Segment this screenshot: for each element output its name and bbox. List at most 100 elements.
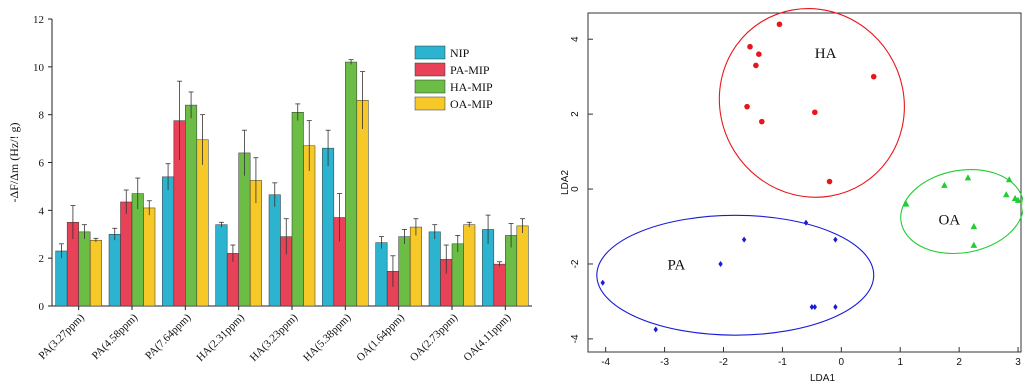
legend-swatch xyxy=(414,45,446,60)
legend-swatch xyxy=(414,96,446,111)
point-ha xyxy=(758,118,765,125)
bar-y-tick-label: 10 xyxy=(33,62,45,74)
bar xyxy=(120,201,133,307)
legend-entry: PA-MIP xyxy=(450,63,490,77)
point-ha xyxy=(870,73,877,80)
lda-y-axis-label: LDA2 xyxy=(560,170,571,195)
point-pa xyxy=(653,326,658,333)
point-oa xyxy=(941,181,948,188)
bar xyxy=(238,152,251,307)
point-oa xyxy=(1005,176,1013,183)
point-pa xyxy=(803,219,809,226)
point-pa xyxy=(809,304,815,311)
lda-x-tick-label: -3 xyxy=(660,357,669,368)
point-ha xyxy=(753,62,759,69)
bar xyxy=(185,104,198,307)
point-oa xyxy=(964,174,972,181)
bar-category-label: HA(2.31ppm) xyxy=(194,311,247,364)
point-ha xyxy=(747,43,753,50)
bar-category-label: PA(7.64ppm) xyxy=(143,311,194,362)
point-pa xyxy=(600,279,605,286)
lda-x-tick-label: 0 xyxy=(839,357,845,368)
bar-category-label: HA(5.38ppm) xyxy=(301,311,354,364)
ellipse-oa xyxy=(900,169,1023,255)
lda-y-tick-label: -2 xyxy=(570,259,581,268)
point-pa xyxy=(718,260,723,267)
point-pa xyxy=(812,304,818,311)
bar-legend: NIP PA-MIP HA-MIP OA-MIP xyxy=(414,45,493,111)
point-oa xyxy=(970,241,978,248)
legend-entry: HA-MIP xyxy=(450,80,493,94)
bar xyxy=(268,194,281,307)
lda-annotations: HA OA PA xyxy=(668,46,961,274)
lda-x-tick-label: -2 xyxy=(719,357,728,368)
bar xyxy=(108,234,121,307)
lda-x-tick-label: 3 xyxy=(1015,357,1021,368)
bar xyxy=(493,263,506,307)
bar-category-label: OA(2.73ppm) xyxy=(408,311,461,364)
bar xyxy=(398,236,411,307)
point-pa xyxy=(833,304,838,311)
legend-entry: OA-MIP xyxy=(450,97,493,111)
bar-y-tick-label: 2 xyxy=(39,253,45,265)
bar xyxy=(322,147,335,307)
point-oa xyxy=(1014,196,1022,203)
lda-scatter-chart: -4 -3 -2 -1 0 1 2 3 -4 -2 0 2 4 HA OA PA LDA1 LDA2 xyxy=(560,7,1023,384)
point-ha xyxy=(776,21,783,28)
point-oa xyxy=(1002,191,1010,198)
bar xyxy=(89,239,102,307)
point-oa xyxy=(902,200,910,207)
lda-x-axis-label: LDA1 xyxy=(810,373,835,384)
bar xyxy=(451,243,464,307)
bar-y-tick-label: 4 xyxy=(39,205,45,217)
lda-x-tick-label: 1 xyxy=(897,357,903,368)
bar xyxy=(356,100,369,307)
lda-x-tick-label: -4 xyxy=(601,357,610,368)
bar-y-tick-label: 6 xyxy=(39,158,45,170)
bar-category-label: HA(3.23ppm) xyxy=(248,311,301,364)
group-label-oa: OA xyxy=(939,213,961,229)
ellipse-pa xyxy=(596,214,875,336)
bar-chart: -ΔF/Δm (Hz/! g) 0 2 4 6 8 10 12 PA(3.27ppm) PA(4… xyxy=(7,14,532,364)
bar-marks xyxy=(55,59,529,307)
bar xyxy=(143,207,156,307)
bar-category-label: PA(3.27ppm) xyxy=(36,311,87,362)
bar xyxy=(162,176,175,307)
lda-axes: -4 -3 -2 -1 0 1 2 3 -4 -2 0 2 4 xyxy=(570,12,1022,368)
point-ha xyxy=(756,51,762,58)
bar xyxy=(345,61,358,307)
bar-y-tick-label: 0 xyxy=(39,301,45,313)
lda-y-tick-label: -4 xyxy=(570,334,581,343)
bar xyxy=(291,112,304,307)
bar xyxy=(131,193,144,307)
legend-swatch xyxy=(414,62,446,77)
point-ha xyxy=(826,178,833,185)
bar-y-tick-label: 8 xyxy=(39,110,45,122)
legend-entry: NIP xyxy=(450,46,470,60)
group-label-pa: PA xyxy=(668,258,686,274)
bar-category-label: OA(4.11ppm) xyxy=(461,311,513,363)
point-ha xyxy=(744,103,750,110)
point-pa xyxy=(833,236,838,243)
lda-x-tick-label: 2 xyxy=(956,357,962,368)
lda-y-tick-label: 4 xyxy=(570,36,581,42)
bar xyxy=(375,242,388,307)
bar-y-axis-label: -ΔF/Δm (Hz/! g) xyxy=(7,122,21,202)
lda-y-tick-label: 2 xyxy=(570,111,581,117)
lda-y-tick-label: 0 xyxy=(570,186,581,192)
lda-x-tick-label: -1 xyxy=(778,357,787,368)
bar xyxy=(55,250,68,307)
legend-swatch xyxy=(414,79,446,94)
lda-points xyxy=(600,21,1022,333)
bar xyxy=(215,224,228,307)
bar xyxy=(78,231,91,307)
lda-plot-frame xyxy=(587,12,1022,353)
bar xyxy=(428,231,441,307)
bar xyxy=(409,226,422,307)
bar-category-label: OA(1.64ppm) xyxy=(354,311,407,364)
bar-category-label: PA(4.58ppm) xyxy=(90,311,141,362)
group-label-ha: HA xyxy=(815,46,837,62)
ellipse-ha xyxy=(718,7,905,198)
bar xyxy=(463,224,476,307)
